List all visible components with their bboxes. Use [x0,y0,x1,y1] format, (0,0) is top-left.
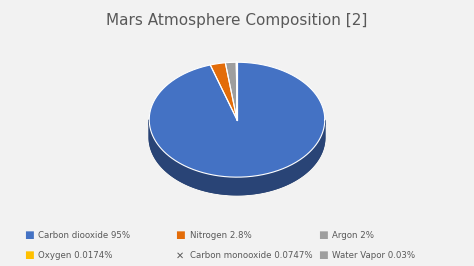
Text: Water Vapor 0.03%: Water Vapor 0.03% [332,251,415,260]
Text: ■: ■ [318,250,328,260]
Text: Carbon diooxide 95%: Carbon diooxide 95% [38,231,130,240]
Text: Carbon monooxide 0.0747%: Carbon monooxide 0.0747% [190,251,312,260]
Polygon shape [149,62,325,177]
Text: ■: ■ [24,250,34,260]
Text: Argon 2%: Argon 2% [332,231,374,240]
Polygon shape [210,63,237,120]
Polygon shape [149,121,325,195]
Text: Oxygen 0.0174%: Oxygen 0.0174% [38,251,112,260]
Text: ■: ■ [318,230,328,240]
Text: Mars Atmosphere Composition [2]: Mars Atmosphere Composition [2] [106,13,368,28]
Text: ■: ■ [24,230,34,240]
Text: Nitrogen 2.8%: Nitrogen 2.8% [190,231,251,240]
Text: ✕: ✕ [175,250,183,260]
Text: ■: ■ [175,230,185,240]
Polygon shape [225,62,237,120]
Polygon shape [149,120,325,195]
